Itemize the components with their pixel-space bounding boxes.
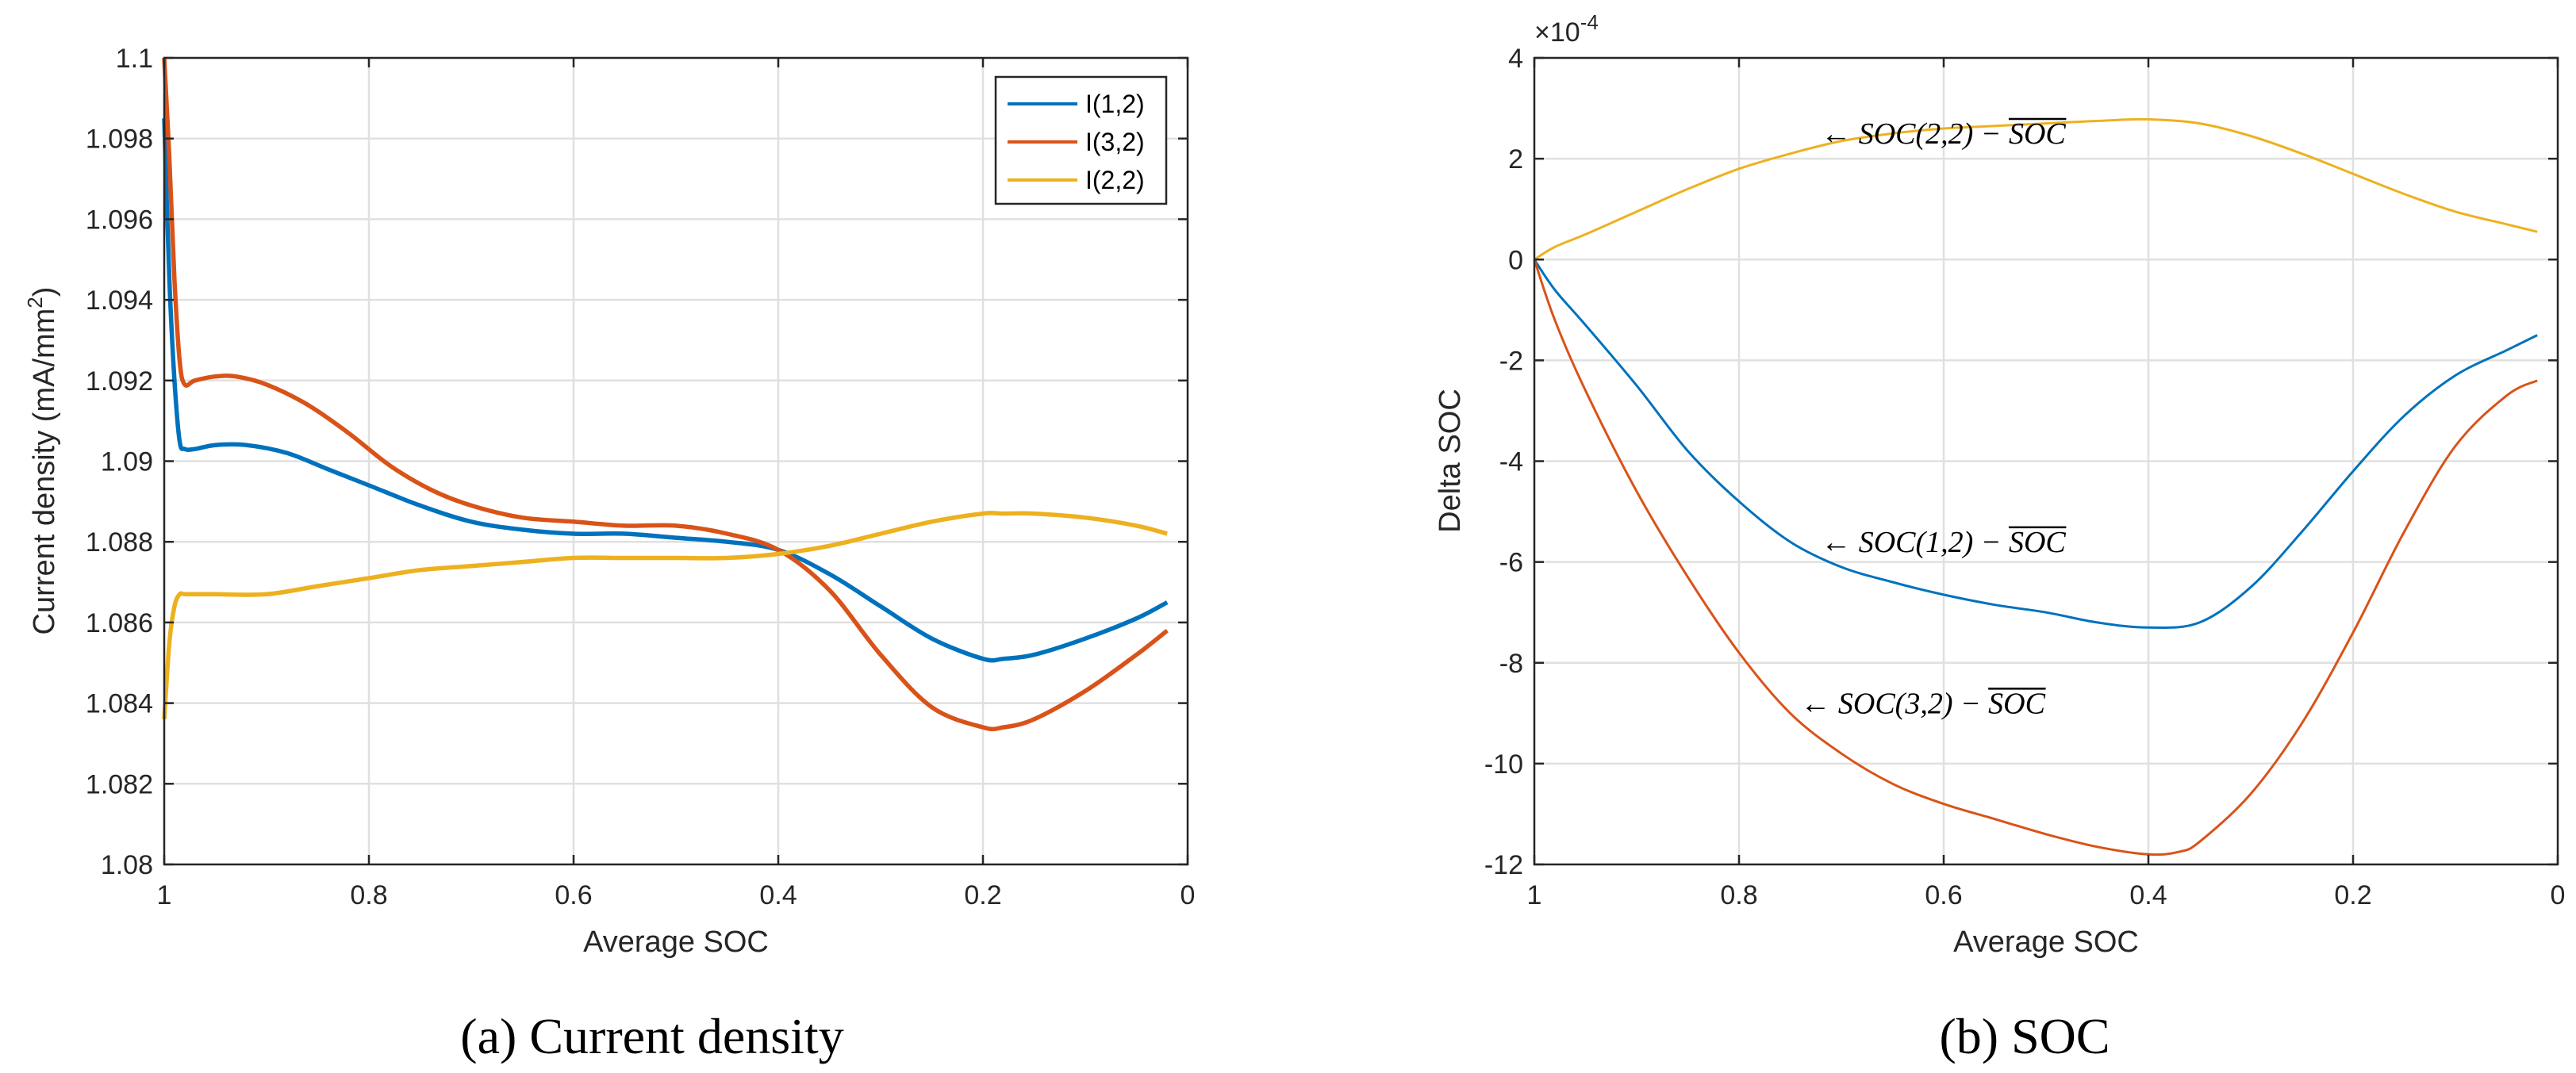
b-caption: (b) SOC [1939,1008,2110,1064]
b-ytick-label: -4 [1499,447,1523,477]
a-ytick-label: 1.084 [86,689,153,719]
a-xtick-label: 0.4 [759,880,797,910]
b-xtick-label: 0 [2551,880,2566,910]
b-annotation: ← SOC(2,2) − SOC [1821,117,2066,151]
a-legend: I(1,2) I(3,2) I(2,2) [994,75,1168,205]
b-ytick-label: -8 [1499,649,1523,679]
b-series-line-soc-3-2 [1533,259,2538,856]
a-xtick-label: 0.6 [555,880,592,910]
a-tick-labels: 1 0.8 0.6 0.4 0.2 0 1.08 1.082 1.084 1.086 1.088 1.… [86,44,1196,910]
a-xtick-label: 1 [157,880,172,910]
b-series-line-soc-2-2 [1534,117,2538,261]
b-xtick-label: 0.2 [2334,880,2371,910]
a-legend-label-i32: I(3,2) [1085,128,1145,156]
a-xtick-label: 0.8 [350,880,387,910]
a-xtick-label: 0.2 [964,880,1001,910]
a-y-axis-label: Current density (mA/mm2) [23,287,61,635]
b-xtick-label: 0.6 [1925,880,1962,910]
b-ytick-label: -6 [1499,548,1523,578]
a-series-line-i-2-2 [162,511,1168,720]
b-ytick-label: -10 [1484,749,1523,780]
panel-b-soc: 1 0.8 0.6 0.4 0.2 0 -12 -10 -8 -6 -4 -2 0 2 4 ×10-4 Av… [1434,10,2565,1064]
a-caption: (a) Current density [460,1008,843,1064]
a-legend-label-i12: I(1,2) [1085,90,1145,118]
b-annotations: ← SOC(2,2) − SOC ← SOC(1,2) − SOC ← SOC(3,… [1800,117,2067,720]
a-ytick-label: 1.096 [86,205,153,235]
a-ytick-label: 1.086 [86,608,153,638]
a-ytick-label: 1.098 [86,125,153,155]
b-series-lines [1533,117,2538,856]
b-gridlines [1534,58,2558,864]
b-ytick-label: -2 [1499,346,1523,376]
b-ytick-label: 4 [1508,44,1523,74]
a-x-axis-label: Average SOC [583,925,769,959]
a-ytick-label: 1.094 [86,285,153,316]
b-tick-labels: 1 0.8 0.6 0.4 0.2 0 -12 -10 -8 -6 -4 -2 0 2 4 [1484,44,2566,910]
b-y-exponent-label: ×10-4 [1534,10,1599,48]
a-ytick-label: 1.088 [86,527,153,558]
panel-a-current-density: 1 0.8 0.6 0.4 0.2 0 1.08 1.082 1.084 1.086 1.088 1.… [23,44,1195,1064]
b-ytick-label: -12 [1484,850,1523,880]
a-ytick-label: 1.1 [116,44,153,74]
b-ytick-label: 0 [1508,245,1523,275]
b-annotation: ← SOC(1,2) − SOC [1821,526,2066,559]
b-annotation: ← SOC(3,2) − SOC [1800,687,2045,720]
a-series-line-i-3-2 [162,57,1169,732]
a-ytick-label: 1.08 [101,850,153,880]
a-ytick-label: 1.092 [86,366,153,397]
b-xtick-label: 1 [1527,880,1542,910]
b-xtick-label: 0.8 [1720,880,1757,910]
a-legend-label-i22: I(2,2) [1085,166,1145,194]
a-ytick-label: 1.082 [86,769,153,799]
a-series-lines [162,57,1169,732]
a-ytick-label: 1.09 [101,447,153,477]
b-x-axis-label: Average SOC [1953,925,2139,959]
b-xtick-label: 0.4 [2129,880,2167,910]
a-xtick-label: 0 [1181,880,1196,910]
b-series-line-soc-1-2 [1533,259,2538,630]
a-series-line-i-1-2 [162,118,1169,663]
b-ytick-label: 2 [1508,144,1523,174]
b-y-axis-label: Delta SOC [1434,389,1467,533]
